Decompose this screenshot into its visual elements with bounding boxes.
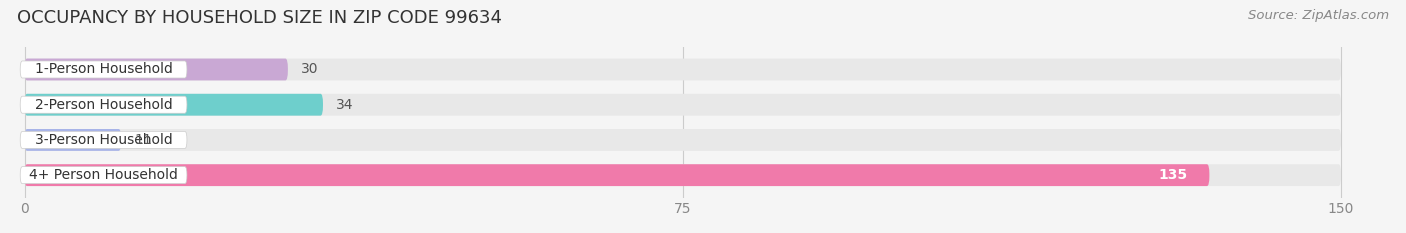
FancyBboxPatch shape [20,61,187,78]
Text: 4+ Person Household: 4+ Person Household [30,168,179,182]
Text: 2-Person Household: 2-Person Household [35,98,173,112]
FancyBboxPatch shape [20,131,187,148]
FancyBboxPatch shape [24,164,1209,186]
Text: 3-Person Household: 3-Person Household [35,133,173,147]
Text: 11: 11 [135,133,152,147]
Text: 34: 34 [336,98,354,112]
FancyBboxPatch shape [24,129,1341,151]
FancyBboxPatch shape [24,164,1341,186]
FancyBboxPatch shape [24,58,1341,80]
FancyBboxPatch shape [20,167,187,184]
FancyBboxPatch shape [24,94,323,116]
Text: 1-Person Household: 1-Person Household [35,62,173,76]
Text: 30: 30 [301,62,319,76]
FancyBboxPatch shape [24,94,1341,116]
Text: OCCUPANCY BY HOUSEHOLD SIZE IN ZIP CODE 99634: OCCUPANCY BY HOUSEHOLD SIZE IN ZIP CODE … [17,9,502,27]
Text: 135: 135 [1159,168,1188,182]
FancyBboxPatch shape [24,58,288,80]
Text: Source: ZipAtlas.com: Source: ZipAtlas.com [1249,9,1389,22]
FancyBboxPatch shape [24,129,121,151]
FancyBboxPatch shape [20,96,187,113]
